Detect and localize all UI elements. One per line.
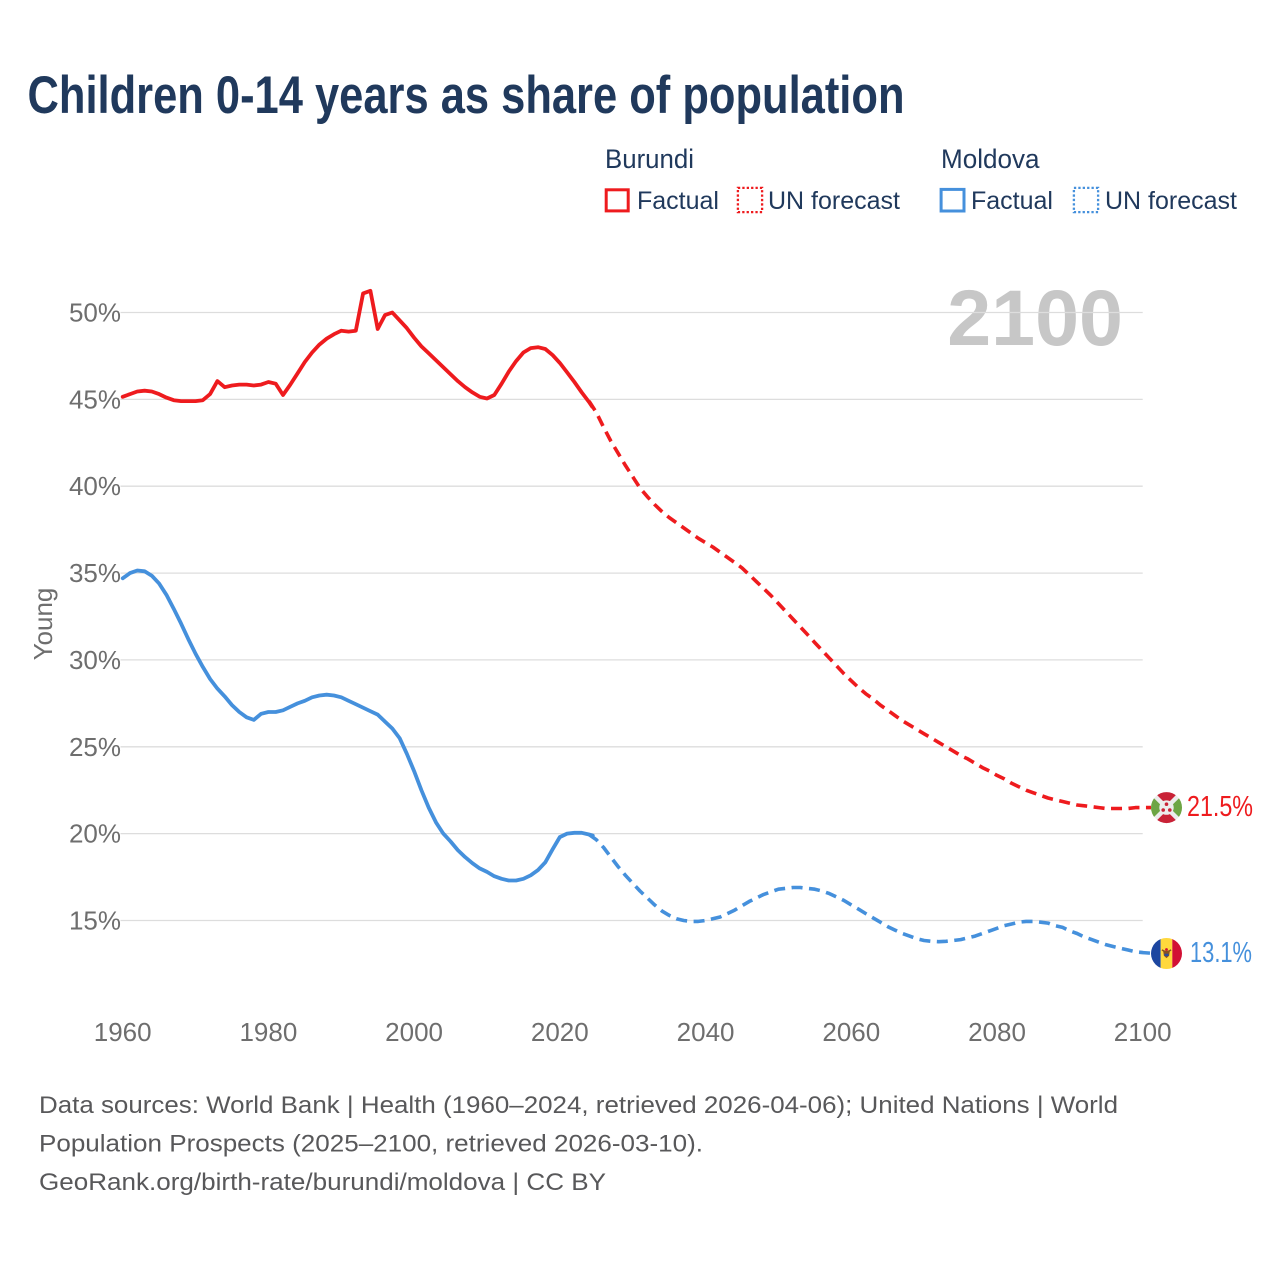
svg-text:Data sources: World Bank | Hea: Data sources: World Bank | Health (1960–… — [39, 1092, 1118, 1119]
svg-text:Children 0-14 years as share o: Children 0-14 years as share of populati… — [28, 66, 905, 125]
svg-text:45%: 45% — [69, 384, 121, 414]
svg-text:13.1%: 13.1% — [1190, 937, 1252, 969]
svg-text:GeoRank.org/birth-rate/burundi: GeoRank.org/birth-rate/burundi/moldova |… — [39, 1169, 606, 1196]
svg-text:25%: 25% — [69, 732, 121, 762]
svg-text:UN forecast: UN forecast — [1105, 187, 1237, 215]
svg-text:50%: 50% — [69, 298, 121, 328]
svg-text:UN forecast: UN forecast — [768, 187, 900, 215]
svg-text:40%: 40% — [69, 471, 121, 501]
svg-text:1960: 1960 — [94, 1017, 152, 1047]
svg-text:1980: 1980 — [239, 1017, 297, 1047]
svg-text:30%: 30% — [69, 645, 121, 675]
svg-text:15%: 15% — [69, 906, 121, 936]
svg-text:2100: 2100 — [1114, 1017, 1172, 1047]
svg-text:Burundi: Burundi — [605, 144, 694, 174]
svg-text:Factual: Factual — [637, 187, 719, 215]
svg-text:2080: 2080 — [968, 1017, 1026, 1047]
svg-text:Moldova: Moldova — [941, 144, 1040, 174]
svg-text:21.5%: 21.5% — [1187, 791, 1253, 823]
svg-text:2100: 2100 — [947, 273, 1123, 362]
svg-text:Young: Young — [28, 588, 58, 661]
svg-text:2000: 2000 — [385, 1017, 443, 1047]
svg-text:2060: 2060 — [822, 1017, 880, 1047]
svg-text:Factual: Factual — [971, 187, 1053, 215]
svg-text:20%: 20% — [69, 819, 121, 849]
svg-text:2020: 2020 — [531, 1017, 589, 1047]
svg-text:35%: 35% — [69, 558, 121, 588]
svg-text:Population Prospects (2025–210: Population Prospects (2025–2100, retriev… — [39, 1131, 703, 1158]
svg-text:2040: 2040 — [677, 1017, 735, 1047]
